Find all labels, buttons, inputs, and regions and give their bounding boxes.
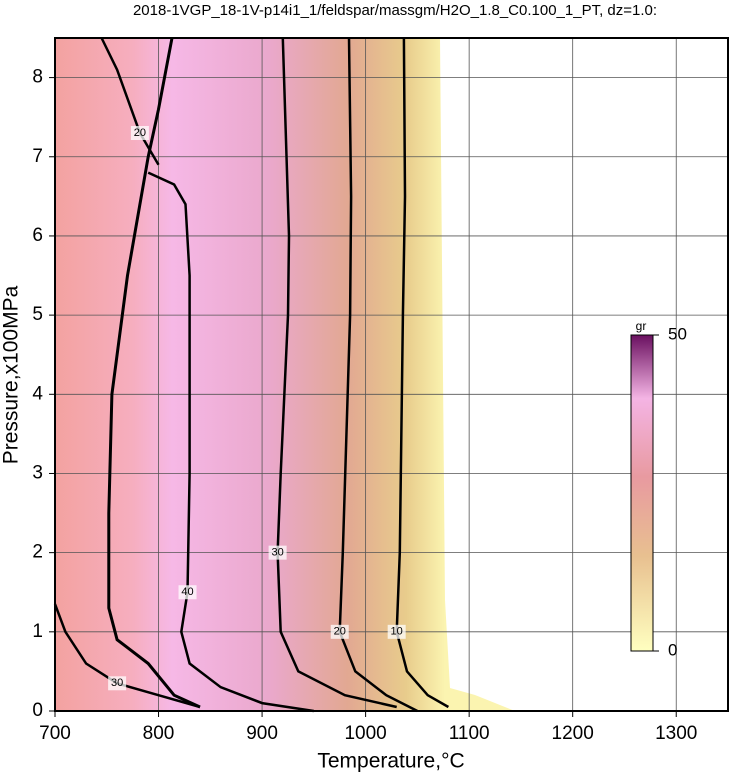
contour-label-bg bbox=[330, 624, 349, 639]
boundary-line bbox=[107, 37, 201, 709]
contour-line bbox=[338, 37, 418, 713]
y-tick-label: 5 bbox=[32, 304, 43, 325]
contour-label-bg bbox=[178, 585, 197, 600]
x-tick-label: 900 bbox=[246, 723, 278, 744]
y-tick-label: 2 bbox=[32, 542, 43, 563]
contour-label: 20 bbox=[134, 127, 146, 139]
contour-label-bg bbox=[387, 624, 406, 639]
contour-label: 20 bbox=[334, 626, 346, 638]
x-tick-label: 1100 bbox=[449, 723, 490, 744]
x-tick-label: 700 bbox=[39, 723, 71, 744]
contour-label-bg bbox=[108, 676, 127, 691]
y-axis-label: Pressure,x100MPa bbox=[0, 285, 23, 464]
contour-line bbox=[395, 37, 450, 709]
y-tick-label: 7 bbox=[32, 146, 43, 167]
contour-line bbox=[53, 603, 201, 709]
y-tick-label: 0 bbox=[32, 700, 43, 721]
colorbar-tick-label: 50 bbox=[668, 324, 687, 343]
x-tick-label: 800 bbox=[143, 723, 175, 744]
frame bbox=[54, 37, 729, 712]
colorbar-tick-label: 0 bbox=[668, 640, 677, 659]
x-tick-label: 1300 bbox=[655, 723, 697, 744]
x-axis-label: Temperature,°C bbox=[317, 750, 464, 773]
y-tick-label: 3 bbox=[32, 462, 43, 483]
contour-label: 10 bbox=[391, 626, 403, 638]
y-tick-label: 8 bbox=[32, 67, 43, 88]
colorbar-label: gr bbox=[636, 319, 647, 333]
colorbar bbox=[630, 334, 654, 652]
contour-label: 30 bbox=[271, 547, 283, 559]
y-tick-label: 4 bbox=[32, 383, 43, 404]
x-tick-label: 1200 bbox=[552, 723, 594, 744]
contour-label: 40 bbox=[181, 586, 193, 598]
y-tick-label: 6 bbox=[32, 225, 43, 246]
y-tick-label: 1 bbox=[32, 621, 43, 642]
plot-area: 10 20 30 40 20 30 bbox=[53, 37, 728, 713]
contour-label-bg bbox=[268, 545, 287, 560]
x-tick-label: 1000 bbox=[344, 723, 386, 744]
contour-label: 30 bbox=[111, 677, 123, 689]
contour-label-bg bbox=[130, 126, 149, 141]
chart-title: 2018-1VGP_18-1V-p14i1_1/feldspar/massgm/… bbox=[133, 2, 657, 19]
